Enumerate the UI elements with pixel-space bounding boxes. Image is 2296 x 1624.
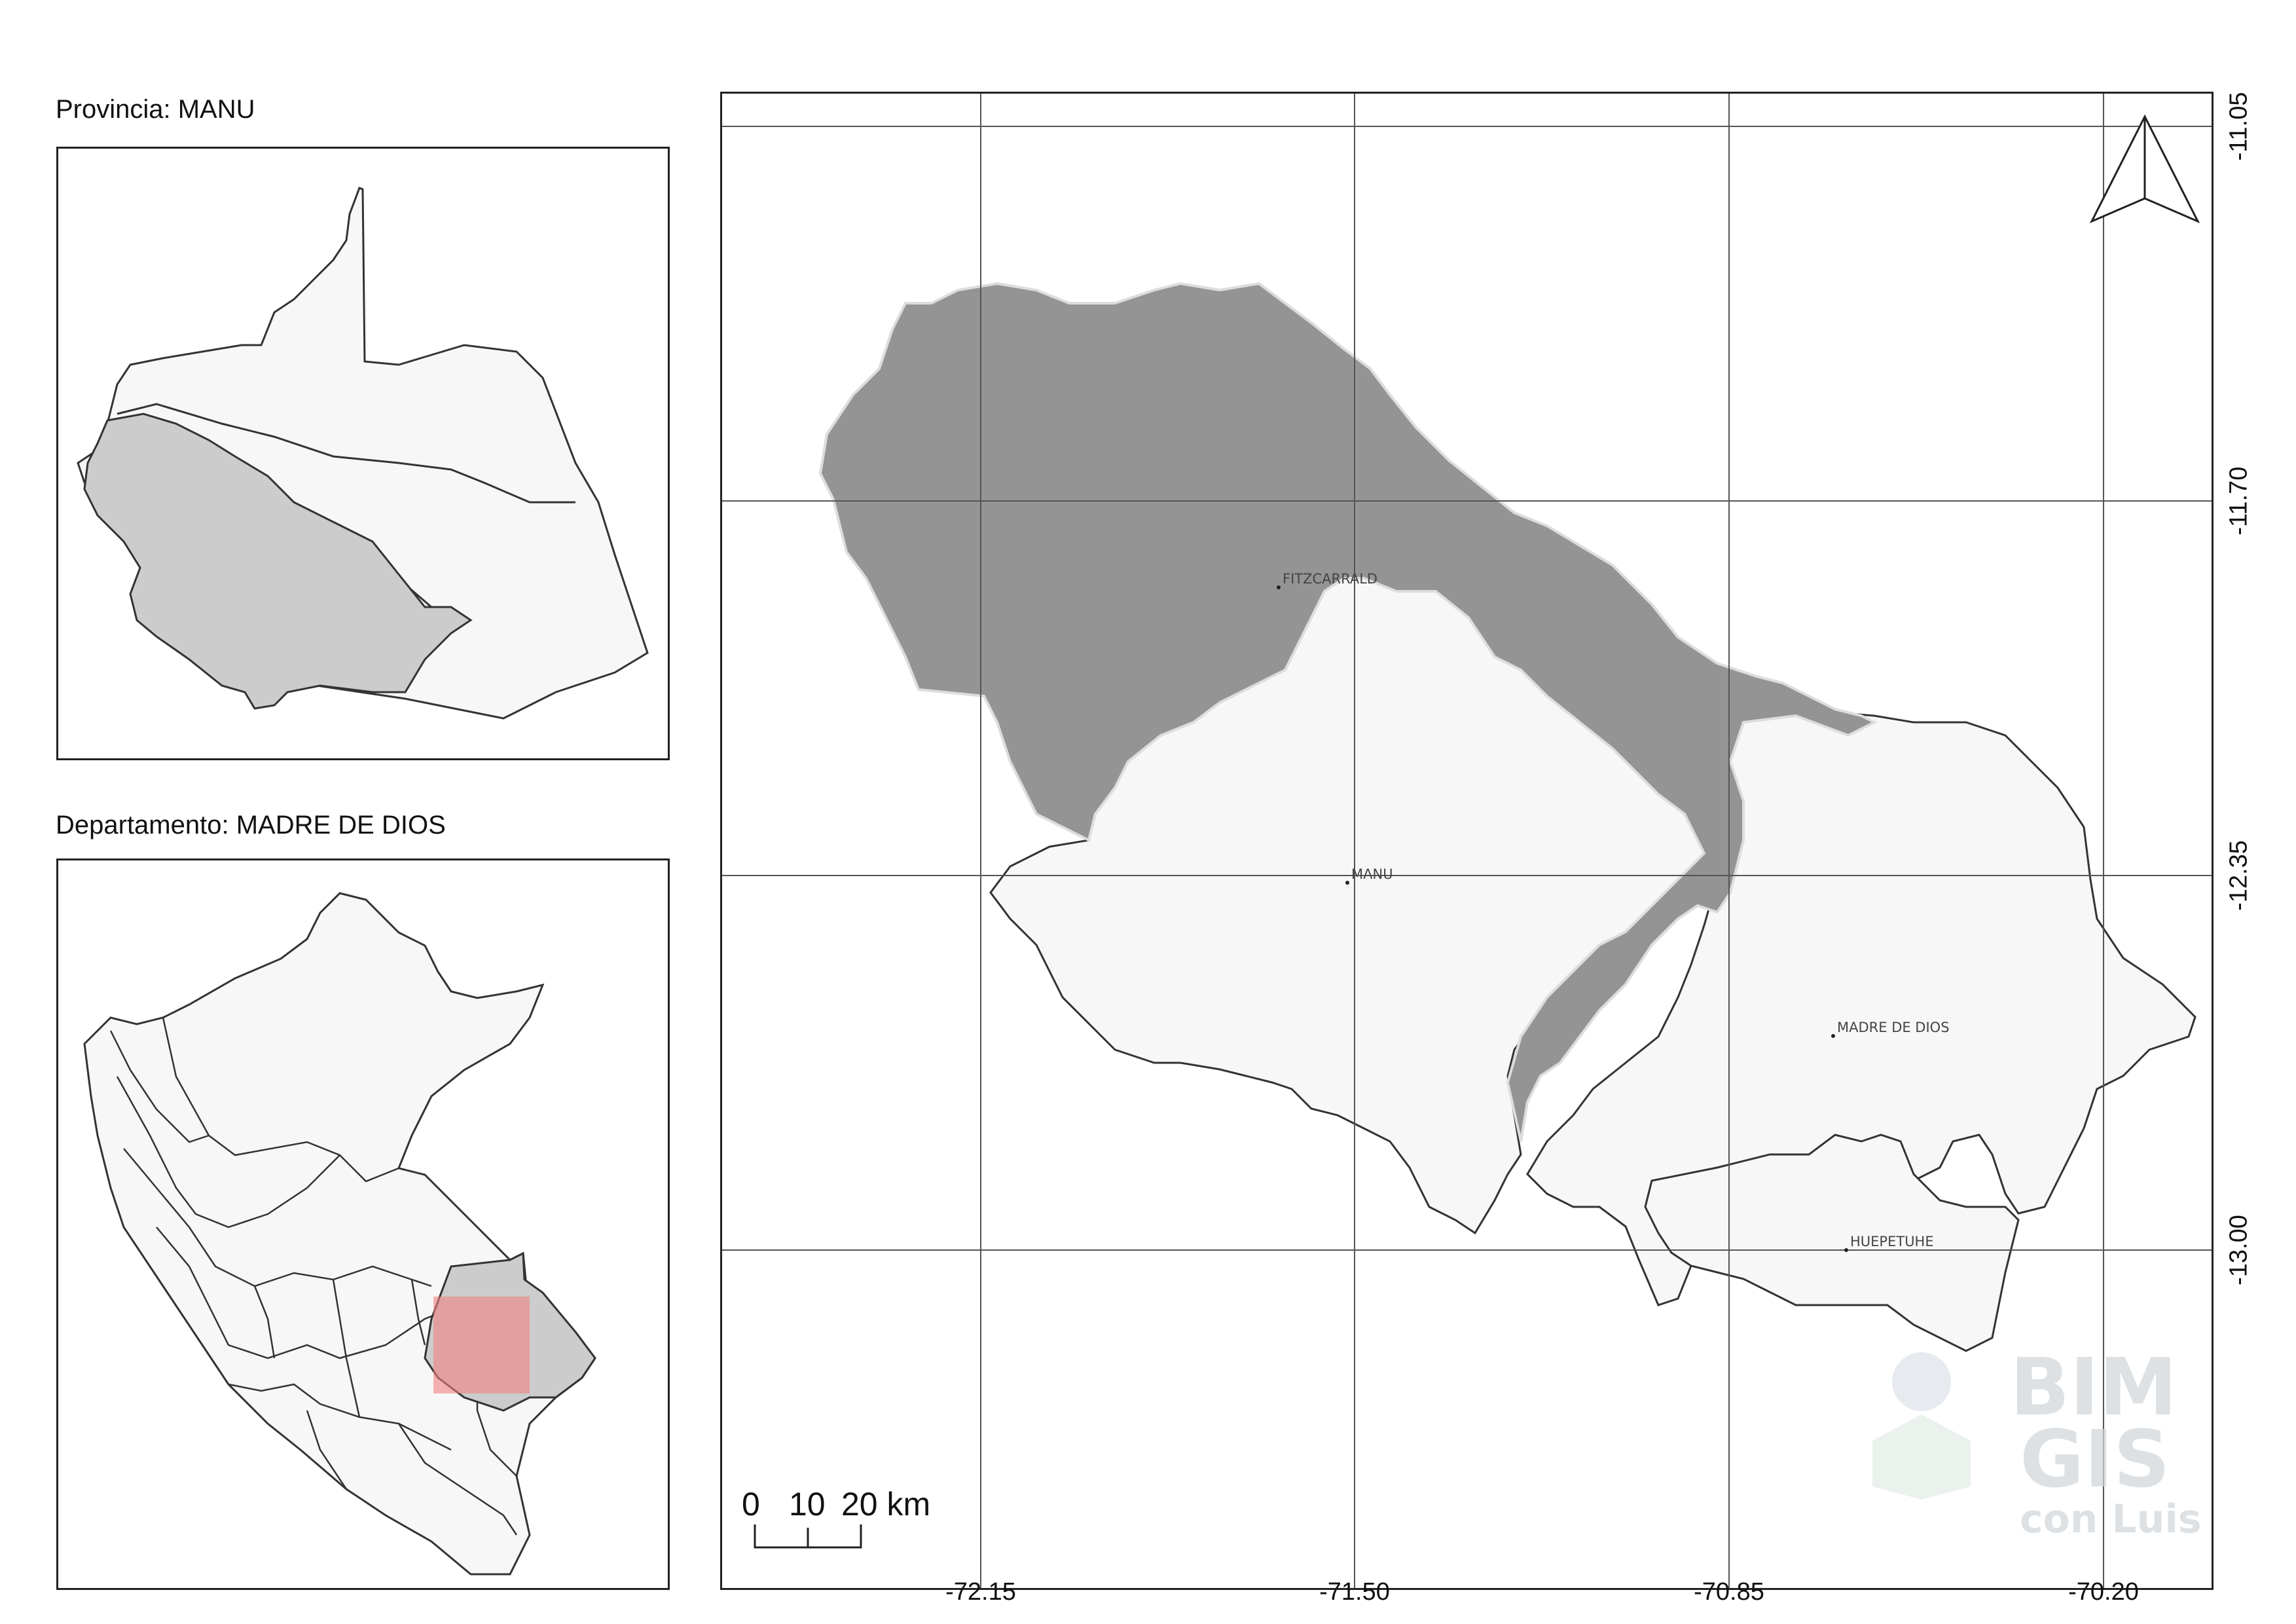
y-tick-label: -12.35 [2225, 840, 2253, 911]
place-manu: MANU [1345, 866, 1393, 885]
x-tick-label: -72.15 [945, 1578, 1016, 1606]
country-outline [83, 892, 596, 1576]
scale-bar [754, 1524, 862, 1549]
place-fitzcarrald: FITZCARRALD [1277, 571, 1377, 589]
scale-label-10: 10 [789, 1486, 826, 1522]
map-extent-box [433, 1297, 530, 1393]
watermark-line2: GIS [2020, 1414, 2170, 1505]
province-inset-map [56, 147, 670, 760]
y-tick-label: -13.00 [2225, 1215, 2253, 1285]
x-tick-label: -70.85 [1694, 1578, 1764, 1606]
place-label: MADRE DE DIOS [1837, 1020, 1950, 1035]
y-tick-label: -11.70 [2225, 466, 2253, 536]
watermark-logo [1859, 1342, 1984, 1500]
region-fitzcarrald [818, 282, 1878, 1142]
scale-label-0: 0 [742, 1486, 760, 1522]
place-label: MANU [1351, 866, 1393, 882]
department-inset-map [56, 858, 670, 1590]
place-label: HUEPETUHE [1850, 1234, 1934, 1249]
place-huepetuhe: HUEPETUHE [1844, 1234, 1934, 1252]
region-huepetuhe [1644, 1134, 2020, 1352]
x-tick-label: -70.20 [2068, 1578, 2139, 1606]
place-madre-de-dios: MADRE DE DIOS [1831, 1020, 1950, 1038]
watermark-line3: con Luis [2020, 1496, 2202, 1542]
manu-district-highlight [83, 413, 473, 710]
graticule [722, 94, 2212, 1588]
x-tick-label: -71.50 [1319, 1578, 1390, 1606]
place-label: FITZCARRALD [1283, 571, 1377, 587]
department-boundaries [109, 1017, 518, 1536]
main-map: FITZCARRALD MANU MADRE DE DIOS HUEPETUHE [720, 92, 2214, 1590]
department-inset-title: Departamento: MADRE DE DIOS [56, 811, 446, 840]
north-arrow-icon [2089, 114, 2200, 224]
y-tick-label: -11.05 [2225, 92, 2253, 161]
scale-label-20km: 20 km [841, 1486, 931, 1522]
watermark-line1: BIM [2010, 1342, 2178, 1433]
province-inset-title: Provincia: MANU [56, 95, 255, 124]
province-internal-boundary-1 [117, 403, 575, 504]
